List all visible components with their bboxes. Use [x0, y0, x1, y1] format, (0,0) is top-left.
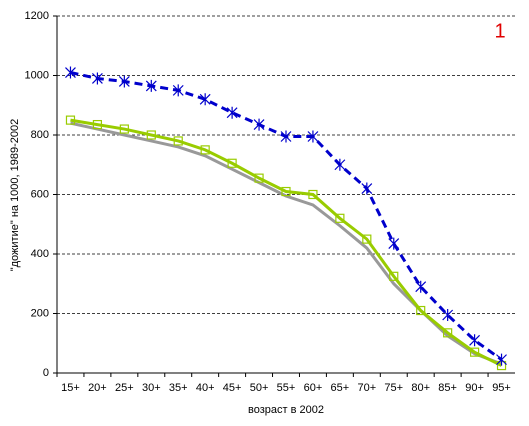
- y-tick-label: 800: [31, 129, 49, 141]
- series-line: [70, 118, 503, 367]
- point-marker: [334, 158, 346, 171]
- point-marker: [92, 119, 103, 130]
- point-marker: [254, 173, 264, 183]
- point-marker: [388, 237, 400, 250]
- x-tick-label: 30+: [142, 382, 161, 394]
- x-tick-label: 25+: [115, 382, 134, 394]
- y-tick-label: 200: [31, 307, 49, 319]
- x-tick-label: 45+: [223, 382, 242, 394]
- x-tick-label: 85+: [438, 382, 457, 394]
- point-marker: [362, 234, 372, 244]
- point-marker: [226, 106, 238, 119]
- x-tick-label: 95+: [492, 382, 511, 394]
- point-marker: [173, 136, 183, 146]
- y-axis-label: "дожитие" на 1000, 1989-2002: [9, 119, 21, 272]
- y-tick-label: 1200: [25, 10, 49, 22]
- y-tick-label: 400: [31, 248, 49, 260]
- point-marker: [496, 353, 507, 366]
- x-tick-label: 90+: [465, 382, 484, 394]
- point-marker: [442, 308, 454, 321]
- x-tick-label: 70+: [357, 382, 376, 394]
- point-marker: [119, 124, 129, 134]
- series-line: [70, 121, 503, 366]
- point-marker: [145, 79, 157, 92]
- point-marker: [416, 305, 426, 316]
- point-marker: [91, 72, 103, 85]
- y-tick-label: 1000: [25, 69, 49, 81]
- point-marker: [200, 145, 210, 155]
- point-marker: [307, 130, 319, 143]
- x-tick-label: 15+: [61, 382, 80, 394]
- x-tick-label: 65+: [331, 382, 350, 394]
- x-tick-label: 50+: [250, 382, 269, 394]
- x-tick-label: 75+: [384, 382, 403, 394]
- chart-annotation: 1: [494, 20, 505, 42]
- point-marker: [335, 213, 345, 223]
- point-marker: [469, 347, 480, 357]
- x-tick-label: 40+: [196, 382, 215, 394]
- point-marker: [361, 182, 373, 195]
- point-marker: [227, 158, 237, 168]
- y-tick-label: 0: [43, 367, 49, 379]
- point-marker: [389, 271, 399, 281]
- point-marker: [146, 130, 156, 140]
- point-marker: [199, 93, 211, 106]
- x-tick-label: 55+: [277, 382, 296, 394]
- point-marker: [118, 75, 130, 88]
- x-tick-label: 80+: [411, 382, 430, 394]
- point-marker: [65, 115, 76, 125]
- x-axis-label: возраст в 2002: [248, 404, 324, 416]
- point-marker: [308, 189, 318, 200]
- x-tick-label: 20+: [88, 382, 107, 394]
- point-marker: [253, 118, 265, 131]
- x-tick-label: 60+: [304, 382, 323, 394]
- y-tick-label: 600: [31, 188, 49, 200]
- x-tick-label: 35+: [169, 382, 188, 394]
- point-marker: [443, 328, 453, 338]
- point-marker: [65, 66, 76, 79]
- point-marker: [415, 280, 427, 293]
- series-line: [70, 71, 503, 361]
- point-marker: [281, 186, 291, 197]
- point-marker: [469, 334, 481, 347]
- point-marker: [280, 130, 292, 143]
- point-marker: [172, 84, 184, 97]
